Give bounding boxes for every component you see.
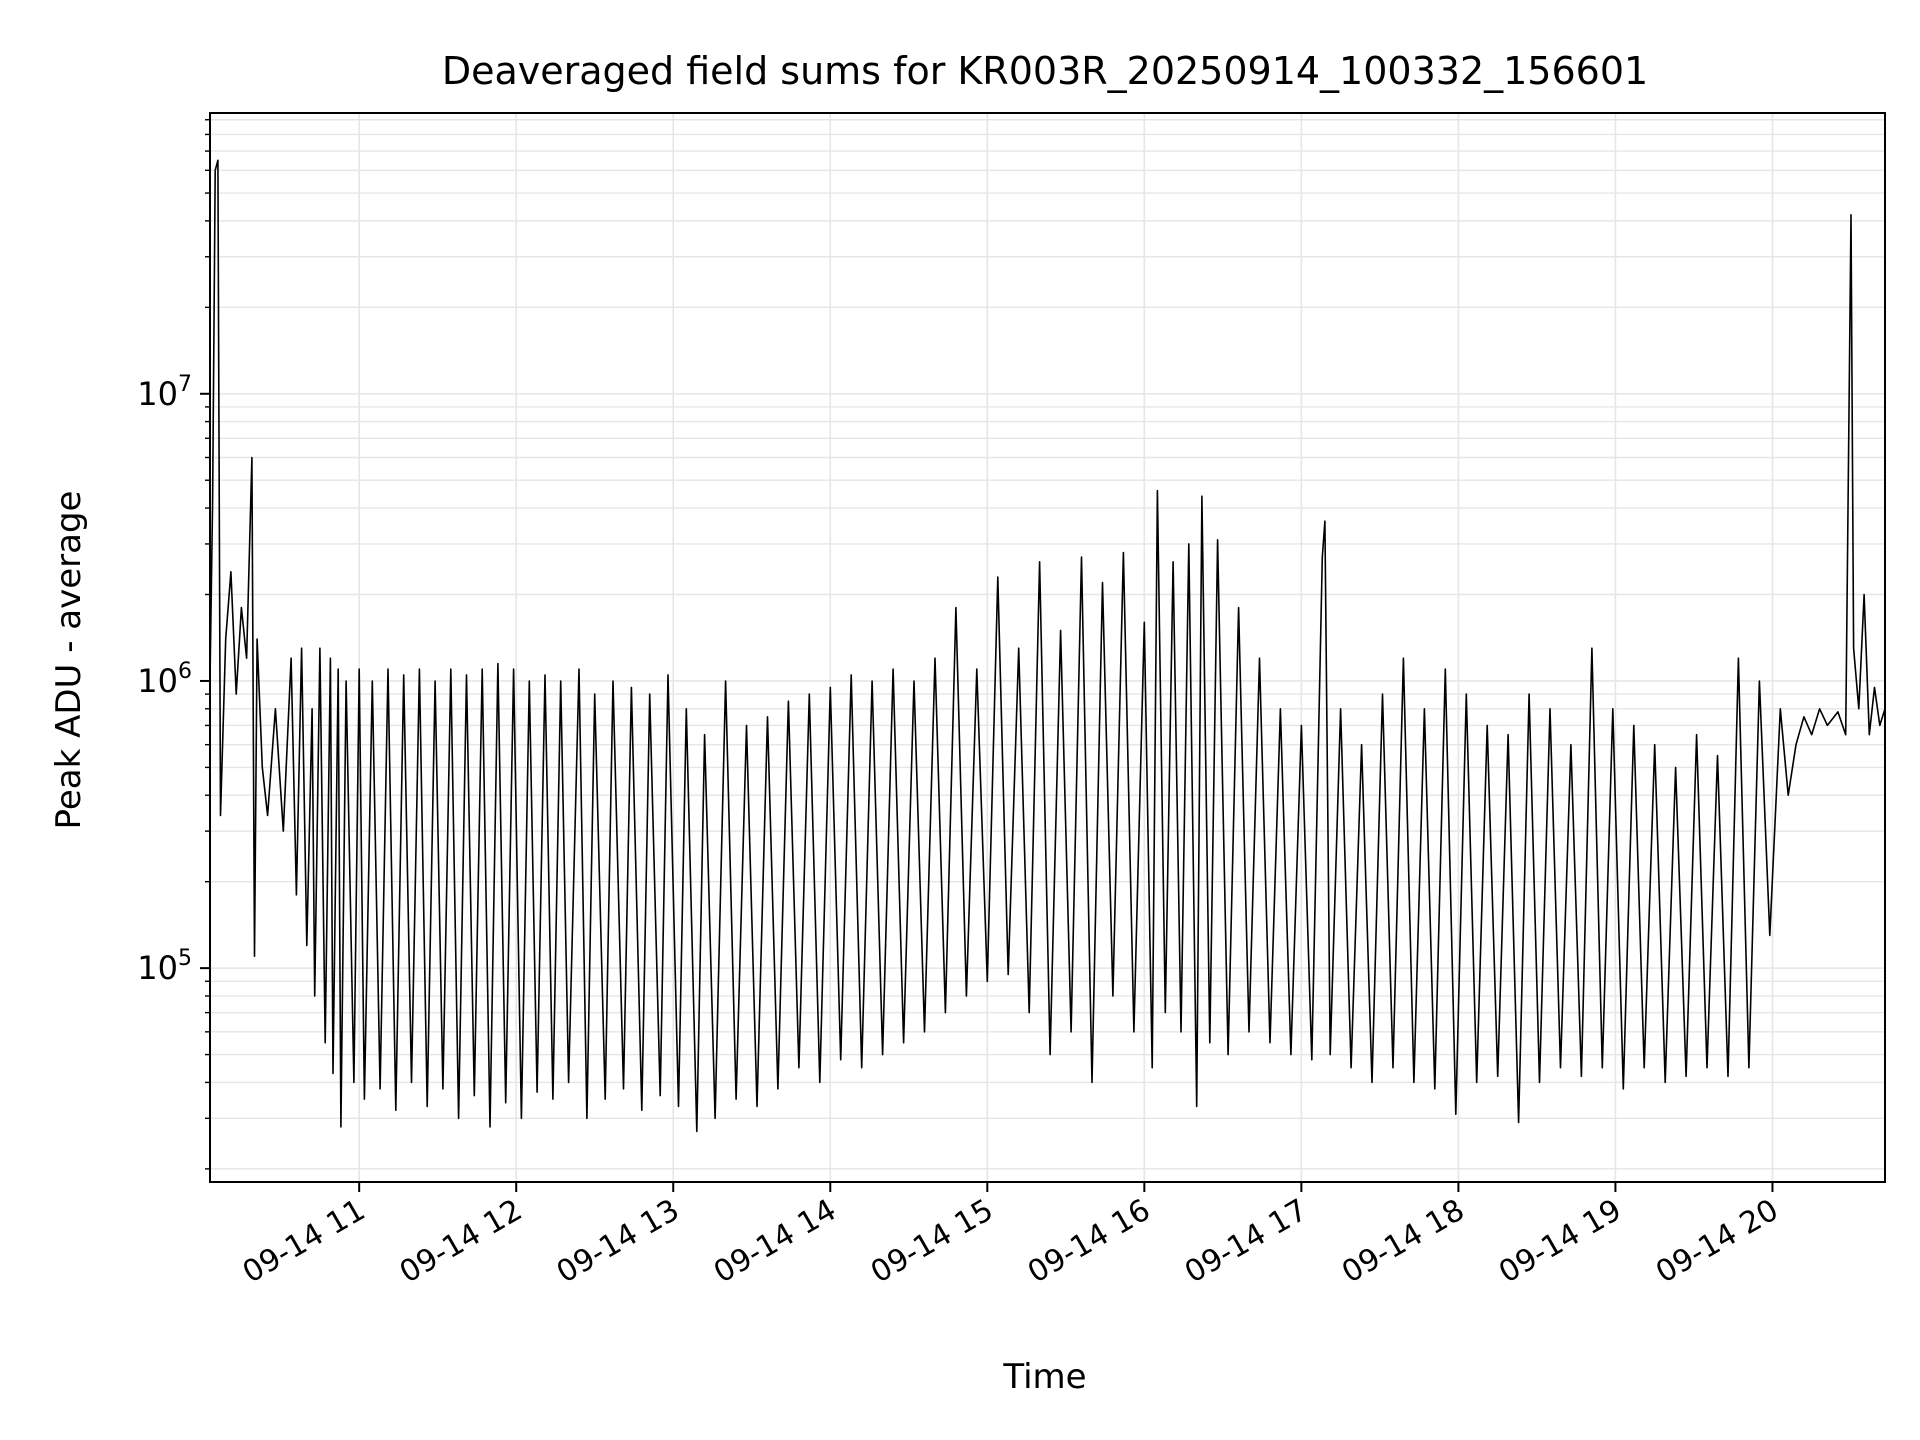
x-axis-label: Time bbox=[1002, 1357, 1086, 1397]
series-layer bbox=[209, 159, 1886, 1133]
y-tick-label: 105 bbox=[137, 946, 192, 987]
chart-title: Deaveraged field sums for KR003R_2025091… bbox=[442, 49, 1648, 93]
series-line bbox=[209, 159, 1886, 1133]
y-axis-label: Peak ADU - average bbox=[49, 491, 89, 830]
grid bbox=[210, 113, 1885, 1182]
y-tick-label: 107 bbox=[137, 372, 192, 413]
plot-area-frame bbox=[209, 112, 1886, 1183]
y-tick-label: 106 bbox=[137, 659, 192, 700]
